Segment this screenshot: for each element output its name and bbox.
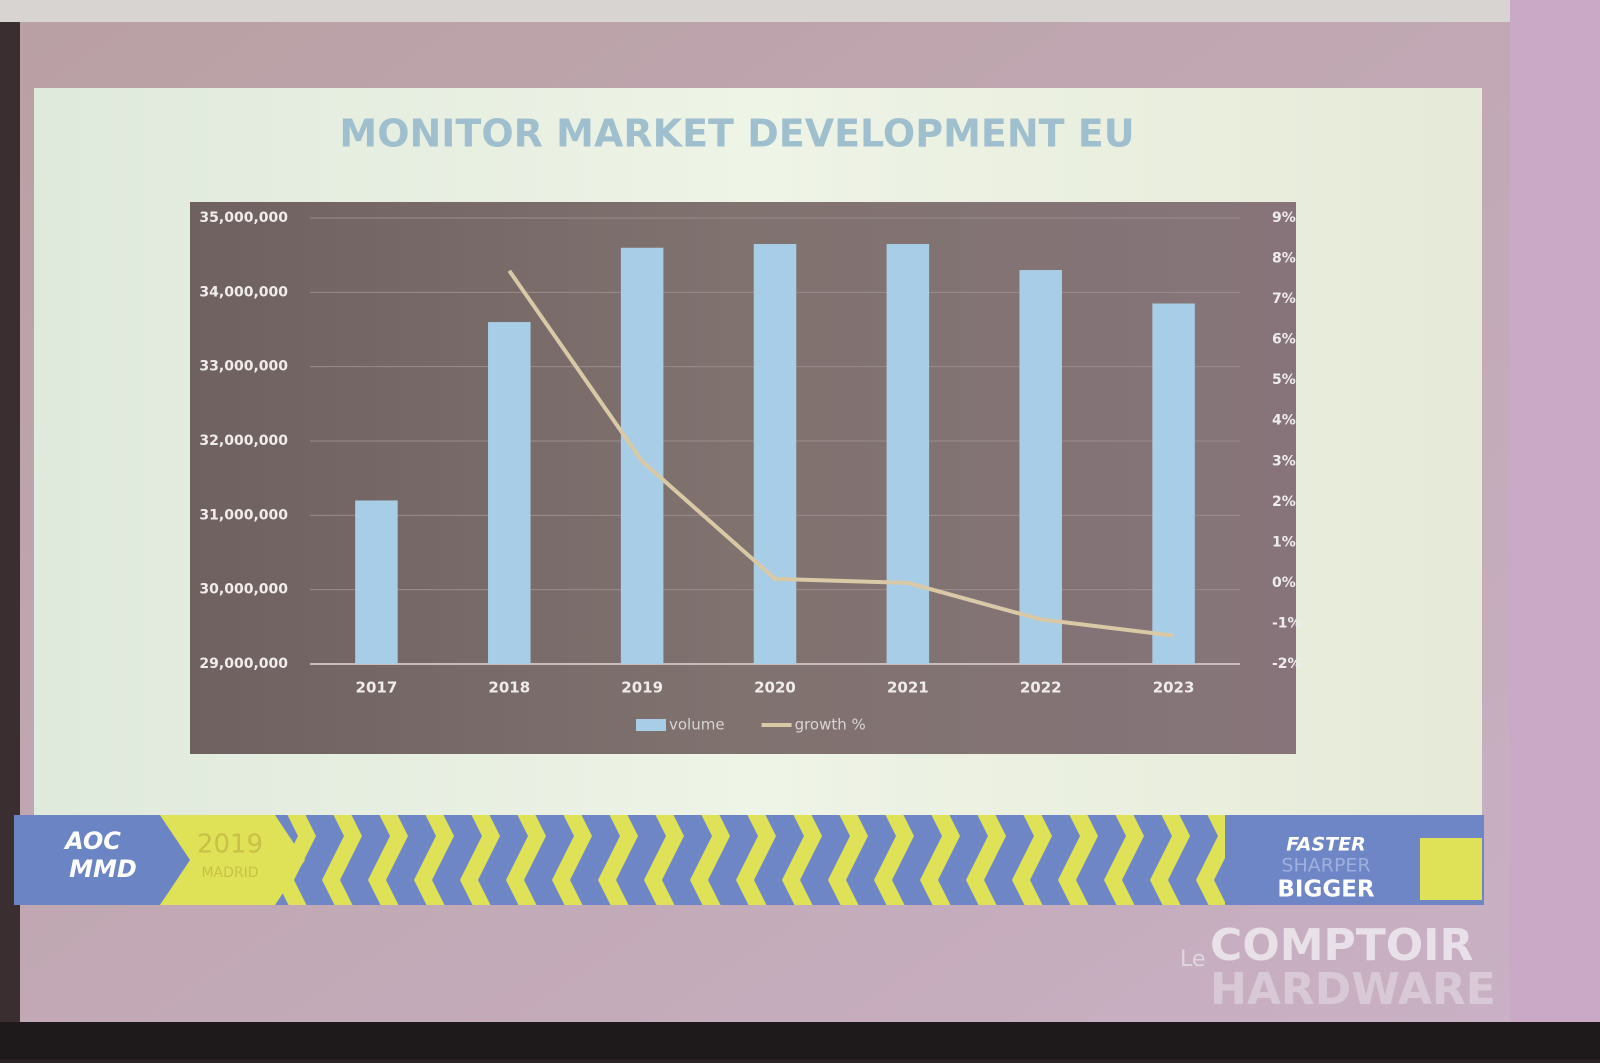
x-tick-label: 2021 — [887, 679, 929, 697]
banner-slogan: SHARPER — [1281, 855, 1370, 877]
y2-tick-label: 2% — [1272, 494, 1296, 510]
y2-tick-label: -1% — [1272, 615, 1302, 631]
banner-year-bg — [160, 815, 305, 905]
banner-logo-bg — [14, 815, 190, 905]
banner-brand: AOC — [63, 827, 121, 855]
bar — [753, 244, 797, 664]
y-tick-label: 29,000,000 — [199, 656, 288, 672]
x-tick-label: 2019 — [621, 679, 663, 697]
banner-year: 2019 — [197, 830, 263, 860]
x-tick-label: 2022 — [1020, 679, 1062, 697]
bar — [355, 500, 398, 664]
y-tick-label: 33,000,000 — [199, 359, 288, 375]
line — [507, 269, 1174, 638]
y2-tick-label: 9% — [1272, 210, 1296, 226]
bar — [620, 247, 664, 664]
watermark-line2: HARDWARE — [1210, 964, 1496, 1015]
chart-title: MONITOR MARKET DEVELOPMENT EU — [339, 112, 1134, 156]
y2-tick-label: 3% — [1272, 453, 1296, 469]
y2-tick-label: 7% — [1272, 291, 1296, 307]
y-tick-label: 31,000,000 — [199, 507, 288, 523]
y2-tick-label: 6% — [1272, 332, 1296, 348]
bar — [488, 322, 531, 664]
bar — [1019, 270, 1062, 664]
chart-area — [190, 202, 1296, 754]
y2-tick-label: 1% — [1272, 534, 1296, 550]
bar — [1152, 303, 1195, 664]
y2-tick-label: -2% — [1272, 656, 1302, 672]
banner-slogan: BIGGER — [1277, 877, 1375, 903]
bar — [886, 244, 930, 664]
x-tick-label: 2023 — [1153, 679, 1195, 697]
banner-sub-brand: MMD — [69, 855, 137, 883]
banner-slogan: FASTER — [1286, 834, 1366, 856]
y2-tick-label: 4% — [1272, 413, 1296, 429]
watermark-line1: COMPTOIR — [1210, 920, 1473, 971]
watermark-prefix: Le — [1180, 947, 1205, 972]
y2-tick-label: 0% — [1272, 575, 1296, 591]
y-tick-label: 35,000,000 — [199, 210, 288, 226]
y-tick-label: 30,000,000 — [199, 582, 288, 598]
x-tick-label: 2017 — [356, 679, 398, 697]
y2-tick-label: 8% — [1272, 251, 1296, 267]
y-tick-label: 32,000,000 — [199, 433, 288, 449]
x-tick-label: 2020 — [754, 679, 796, 697]
wall — [1510, 0, 1600, 1059]
banner-square — [1420, 838, 1482, 900]
legend-label: volume — [669, 716, 725, 734]
ceiling — [0, 0, 1600, 22]
y-tick-label: 34,000,000 — [199, 284, 288, 300]
floor — [0, 1022, 1600, 1059]
banner-city: MADRID — [201, 865, 258, 881]
legend-label: growth % — [795, 716, 866, 734]
y2-tick-label: 5% — [1272, 372, 1296, 388]
x-tick-label: 2018 — [488, 679, 530, 697]
legend-swatch — [636, 719, 666, 731]
